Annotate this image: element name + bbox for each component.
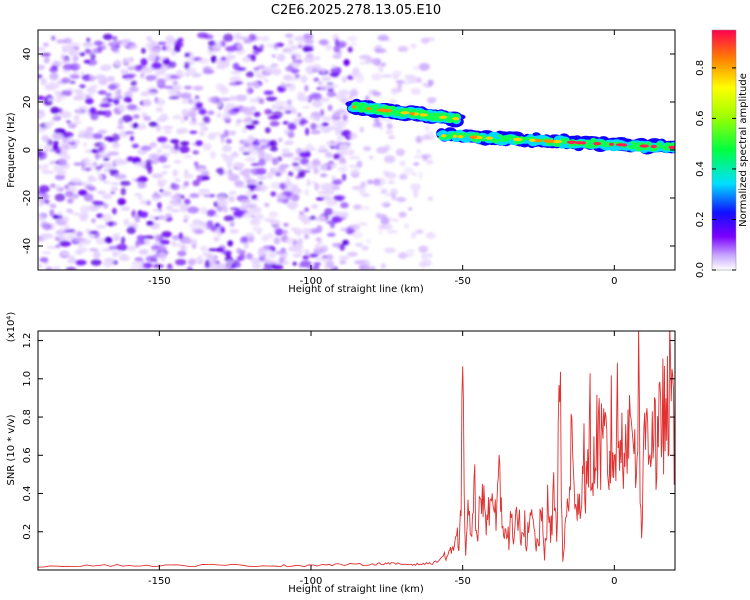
spectrogram-y-tick-label: -40 [22,238,33,254]
signal-segment-2 [436,127,675,155]
spectrogram-y-tick-label: 20 [22,96,33,109]
snr-scale-label: (x10⁴) [6,312,17,343]
spectrogram-y-tick-label: 0 [22,147,33,153]
snr-y-axis: 0.2 0.4 0.6 0.8 1.0 1.2 [22,333,675,540]
snr-x-tick-label: 0 [611,576,617,587]
chart-title: C2E6.2025.278.13.05.E10 [271,3,441,18]
noise-region [38,32,356,270]
snr-y-tick-label: 0.2 [22,524,33,540]
spectrogram-x-tick-label: -50 [454,276,470,287]
snr-frame [37,330,676,571]
signal-segment-1 [345,98,466,128]
spectrogram-x-tick-label: -150 [148,276,171,287]
colorbar-tick-label: 0.2 [695,212,706,228]
spectrogram-content [38,32,675,270]
snr-x-tick-label: -50 [454,576,470,587]
colorbar-tick-label: 0.0 [695,262,706,278]
spectrogram-x-tick-label: 0 [611,276,617,287]
snr-panel: -150 -100 -50 0 0.2 0.4 0.6 0.8 1.0 1.2 Height o… [6,312,676,595]
colorbar-tick-label: 0.6 [695,110,706,126]
snr-y-label: SNR (10 * v/v) [6,414,17,485]
colorbar-tick-label: 0.4 [695,161,706,177]
snr-content [38,331,675,568]
snr-y-tick-label: 0.8 [22,409,33,425]
snr-y-tick-label: 1.2 [22,333,33,349]
spectrogram-y-axis: -40 -20 0 20 40 [22,48,675,254]
spectrogram-y-tick-label: -20 [22,190,33,206]
colorbar-label: Normalized spectral amplitude [738,73,749,227]
snr-x-tick-label: -100 [300,576,323,587]
spectrogram-panel: -150 -100 -50 0 -40 -20 0 20 40 Height of strai… [6,29,676,295]
colorbar: 0.0 0.2 0.4 0.6 0.8 Normalized spectral ampl… [695,29,749,278]
snr-x-tick-label: -150 [148,576,171,587]
snr-y-tick-label: 0.6 [22,447,33,463]
colorbar-ticks: 0.0 0.2 0.4 0.6 0.8 [695,60,736,278]
spectrogram-y-tick-label: 40 [22,48,33,61]
spectrogram-y-label: Frequency (Hz) [6,112,17,188]
snr-x-axis: -150 -100 -50 0 [148,331,618,587]
snr-y-tick-label: 1.0 [22,371,33,387]
snr-background [38,331,675,570]
snr-series-line [38,331,675,568]
snr-y-tick-label: 0.4 [22,486,33,502]
sparse-noise [346,34,437,270]
colorbar-tick-label: 0.8 [695,60,706,76]
spectrogram-x-label: Height of straight line (km) [288,284,424,295]
spectrogram-x-axis: -150 -100 -50 0 [148,30,618,287]
spectrogram-x-tick-label: -100 [300,276,323,287]
colorbar-gradient [711,29,737,271]
snr-x-label: Height of straight line (km) [288,584,424,595]
